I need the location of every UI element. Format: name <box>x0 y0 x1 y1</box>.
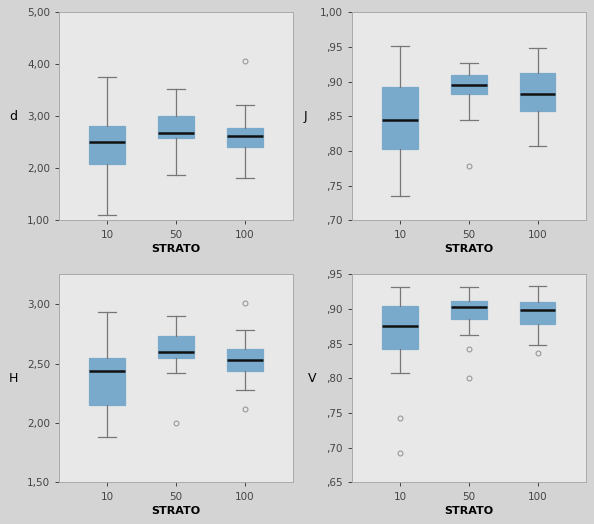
PathPatch shape <box>382 305 418 348</box>
PathPatch shape <box>451 75 486 94</box>
X-axis label: STRATO: STRATO <box>151 244 201 254</box>
PathPatch shape <box>227 350 263 370</box>
PathPatch shape <box>89 126 125 165</box>
Y-axis label: H: H <box>8 372 18 385</box>
Y-axis label: J: J <box>304 110 308 123</box>
PathPatch shape <box>520 302 555 324</box>
PathPatch shape <box>451 301 486 320</box>
X-axis label: STRATO: STRATO <box>444 244 493 254</box>
PathPatch shape <box>89 357 125 405</box>
PathPatch shape <box>520 73 555 111</box>
PathPatch shape <box>158 116 194 138</box>
X-axis label: STRATO: STRATO <box>444 506 493 516</box>
PathPatch shape <box>382 86 418 149</box>
X-axis label: STRATO: STRATO <box>151 506 201 516</box>
PathPatch shape <box>227 128 263 147</box>
Y-axis label: V: V <box>308 372 317 385</box>
PathPatch shape <box>158 336 194 357</box>
Y-axis label: d: d <box>9 110 17 123</box>
